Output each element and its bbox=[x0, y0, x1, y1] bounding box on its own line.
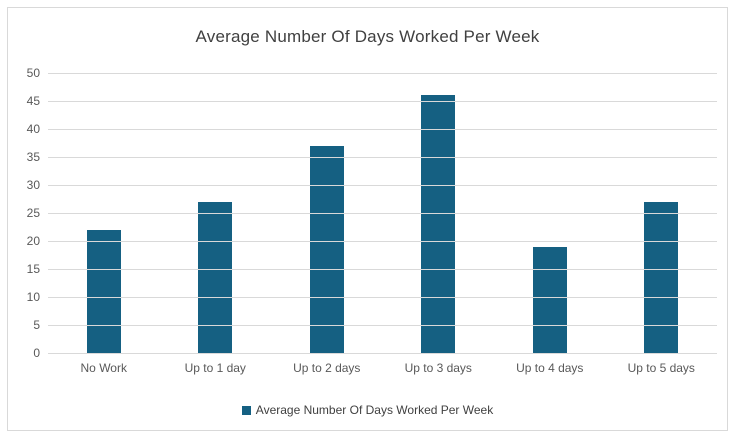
legend-label: Average Number Of Days Worked Per Week bbox=[255, 403, 494, 417]
gridline bbox=[48, 325, 717, 326]
gridline bbox=[48, 297, 717, 298]
x-tick-label: Up to 3 days bbox=[404, 361, 472, 375]
y-axis: 0 5 10 15 20 25 30 35 40 45 50 bbox=[8, 66, 40, 360]
legend: Average Number Of Days Worked Per Week bbox=[8, 403, 727, 417]
gridline bbox=[48, 269, 717, 270]
x-tick-label: Up to 4 days bbox=[516, 361, 584, 375]
y-tick-label: 10 bbox=[26, 290, 40, 304]
y-tick-label: 50 bbox=[26, 66, 40, 80]
bars-row bbox=[48, 73, 717, 353]
y-tick-label: 5 bbox=[33, 318, 40, 332]
legend-marker-icon bbox=[241, 405, 251, 415]
bar-slot bbox=[494, 73, 606, 353]
bar-slot bbox=[160, 73, 272, 353]
gridline bbox=[48, 157, 717, 158]
gridline bbox=[48, 213, 717, 214]
x-tick-label: No Work bbox=[80, 361, 127, 375]
bar-slot bbox=[383, 73, 495, 353]
bar-up-to-3-days bbox=[421, 95, 456, 353]
y-tick-label: 20 bbox=[26, 234, 40, 248]
bar-slot bbox=[271, 73, 383, 353]
y-tick-label: 0 bbox=[33, 346, 40, 360]
chart-frame: Average Number Of Days Worked Per Week 0… bbox=[7, 7, 728, 431]
chart-title: Average Number Of Days Worked Per Week bbox=[195, 27, 540, 46]
x-tick-label: Up to 1 day bbox=[184, 361, 246, 375]
y-tick-label: 40 bbox=[26, 122, 40, 136]
bar-up-to-5-days bbox=[644, 201, 679, 353]
y-tick-label: 25 bbox=[26, 206, 40, 220]
bar-slot bbox=[48, 73, 160, 353]
gridline bbox=[48, 129, 717, 130]
y-tick-label: 30 bbox=[26, 178, 40, 192]
plot-area bbox=[48, 73, 717, 354]
gridline bbox=[48, 241, 717, 242]
x-tick-label: Up to 5 days bbox=[627, 361, 695, 375]
gridline bbox=[48, 73, 717, 74]
x-tick-label: Up to 2 days bbox=[293, 361, 361, 375]
y-tick-label: 35 bbox=[26, 150, 40, 164]
bar-slot bbox=[606, 73, 718, 353]
bar-no-work bbox=[86, 229, 121, 353]
gridline bbox=[48, 101, 717, 102]
bar-up-to-1-day bbox=[198, 201, 233, 353]
gridline bbox=[48, 353, 717, 354]
bar-up-to-4-days bbox=[532, 246, 567, 353]
y-tick-label: 45 bbox=[26, 94, 40, 108]
bar-up-to-2-days bbox=[309, 145, 344, 353]
gridline bbox=[48, 185, 717, 186]
y-tick-label: 15 bbox=[26, 262, 40, 276]
x-axis: No Work Up to 1 day Up to 2 days Up to 3 da… bbox=[48, 361, 717, 375]
